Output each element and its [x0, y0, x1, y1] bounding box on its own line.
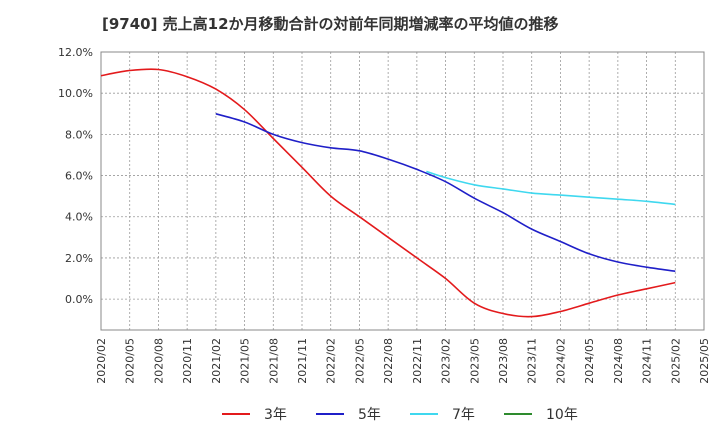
series-line-2 — [215, 113, 676, 273]
x-tick-label: 2024/11 — [641, 338, 654, 384]
legend-label-1: 3年 — [264, 407, 287, 423]
x-tick-label: 2020/02 — [95, 338, 108, 384]
x-tick-label: 2025/05 — [698, 338, 711, 384]
x-tick-label: 2020/05 — [124, 338, 137, 384]
x-tick-label: 2023/02 — [440, 338, 453, 384]
y-tick-label: 0.0% — [65, 293, 93, 306]
legend: 3年 5年 7年 10年 — [222, 407, 578, 423]
chart-title: [9740] 売上高12か月移動合計の対前年同期増減率の平均値の推移 — [102, 15, 559, 33]
x-tick-label: 2025/02 — [669, 338, 682, 384]
y-tick-label: 4.0% — [65, 211, 93, 224]
legend-label-4: 10年 — [546, 407, 578, 423]
x-tick-label: 2022/05 — [353, 338, 366, 384]
series-line-3 — [426, 170, 676, 206]
x-tick-label: 2021/02 — [210, 338, 223, 384]
x-tick-label: 2024/05 — [583, 338, 596, 384]
legend-label-2: 5年 — [358, 407, 381, 423]
x-tick-label: 2021/05 — [239, 338, 252, 384]
plot-frame — [100, 51, 705, 331]
x-tick-label: 2022/02 — [325, 338, 338, 384]
x-tick-label: 2023/05 — [468, 338, 481, 384]
y-tick-label: 6.0% — [65, 170, 93, 183]
y-tick-label: 8.0% — [65, 128, 93, 141]
grid — [100, 51, 705, 330]
x-tick-label: 2022/08 — [382, 338, 395, 384]
y-tick-label: 12.0% — [58, 46, 93, 59]
x-tick-label: 2021/08 — [267, 338, 280, 384]
y-tick-label: 10.0% — [58, 87, 93, 100]
y-axis: 0.0% 2.0% 4.0% 6.0% 8.0% 10.0% 12.0% — [58, 46, 93, 306]
series-line-1 — [100, 68, 676, 318]
x-tick-label: 2021/11 — [296, 338, 309, 384]
series-layer — [100, 68, 676, 318]
x-tick-label: 2023/11 — [526, 338, 539, 384]
legend-label-3: 7年 — [452, 407, 475, 423]
x-axis: 2020/02 2020/05 2020/08 2020/11 2021/02 2021/… — [95, 338, 711, 384]
x-tick-label: 2024/08 — [612, 338, 625, 384]
x-tick-label: 2020/11 — [181, 338, 194, 384]
x-tick-label: 2020/08 — [152, 338, 165, 384]
x-tick-label: 2022/11 — [411, 338, 424, 384]
y-tick-label: 2.0% — [65, 252, 93, 265]
x-tick-label: 2024/02 — [554, 338, 567, 384]
x-tick-label: 2023/08 — [497, 338, 510, 384]
